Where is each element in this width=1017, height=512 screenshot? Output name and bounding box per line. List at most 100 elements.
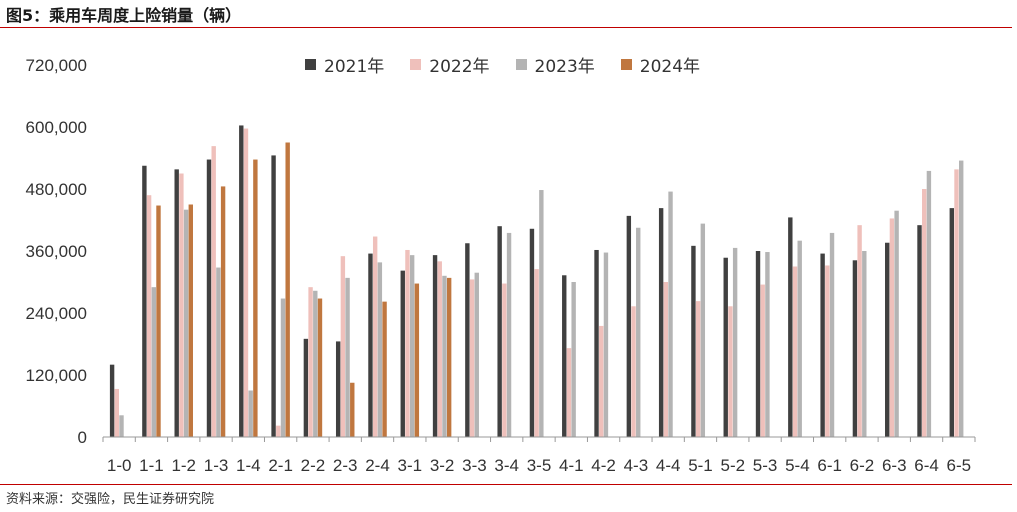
x-tick-label: 1-1 [139, 456, 164, 475]
bar [857, 225, 862, 437]
y-tick-label: 720,000 [26, 56, 87, 75]
bar [414, 283, 420, 437]
bar [959, 160, 964, 437]
bar [280, 298, 286, 437]
bar [469, 279, 475, 437]
y-tick-label: 0 [78, 428, 87, 447]
y-tick-label: 120,000 [26, 366, 87, 385]
x-tick-label: 1-0 [107, 456, 132, 475]
bar [400, 270, 405, 437]
legend-swatch-2022 [410, 59, 422, 70]
x-tick-label: 6-4 [914, 456, 939, 475]
bar [599, 325, 604, 437]
chart-title: 图5：乘用车周度上险销量（辆） [6, 6, 242, 25]
bar [594, 249, 599, 437]
x-tick-label: 6-3 [882, 456, 907, 475]
bar [562, 275, 567, 437]
bar [156, 205, 161, 437]
bar [695, 301, 701, 437]
y-tick-label: 600,000 [26, 118, 87, 137]
bar [571, 282, 576, 437]
bar [465, 243, 470, 437]
bar [792, 266, 798, 437]
x-tick-label: 6-2 [850, 456, 875, 475]
bar [765, 252, 770, 437]
bar [668, 191, 673, 437]
x-tick-label: 1-2 [171, 456, 196, 475]
bar [432, 255, 438, 437]
bar [926, 170, 932, 438]
bar [437, 261, 442, 437]
bar [271, 155, 276, 438]
bar [529, 228, 535, 437]
legend-item-2024: 2024年 [620, 52, 701, 77]
bar [109, 364, 115, 437]
bar [340, 256, 346, 437]
x-tick-label: 3-5 [527, 456, 552, 475]
bar [889, 218, 895, 437]
x-tick-label: 2-2 [301, 456, 326, 475]
x-tick-label: 1-4 [236, 456, 261, 475]
bar [663, 282, 669, 437]
bar [368, 253, 373, 437]
bar [146, 195, 152, 437]
bar [723, 257, 728, 437]
legend-swatch-2021 [305, 59, 316, 70]
bar [732, 247, 738, 437]
x-tick-label: 4-1 [559, 456, 584, 475]
bar [285, 142, 290, 437]
bar [760, 284, 765, 437]
bar [539, 190, 544, 437]
y-tick-label: 480,000 [26, 180, 87, 199]
bar [303, 338, 309, 437]
bar [474, 272, 479, 437]
bar [894, 210, 899, 437]
bar [885, 242, 890, 437]
x-tick-label: 3-4 [494, 456, 519, 475]
bar [174, 169, 179, 437]
x-tick-label: 2-1 [268, 456, 293, 475]
bar [119, 415, 124, 437]
bar [566, 348, 572, 437]
legend-swatch-2024 [620, 59, 632, 70]
bar [248, 390, 253, 437]
bar-chart: 0 120,000 240,000 360,000 480,000 600,000 720,… [26, 56, 976, 475]
legend-label-2024: 2024年 [639, 57, 701, 77]
bar [211, 146, 216, 437]
source-divider [0, 484, 1012, 485]
x-tick-label: 1-3 [204, 456, 229, 475]
bar [497, 226, 502, 437]
x-tick-label: 3-2 [430, 456, 455, 475]
bar [372, 236, 378, 437]
x-tick-label: 5-1 [688, 456, 713, 475]
bar [852, 260, 858, 437]
bar [820, 253, 825, 437]
bar [603, 252, 609, 437]
bar [179, 173, 184, 437]
title-divider [0, 27, 1012, 28]
bar [243, 128, 249, 438]
bar [949, 208, 954, 437]
bar [829, 232, 835, 437]
x-tick-label: 5-4 [785, 456, 810, 475]
bar [502, 283, 507, 437]
bar [446, 277, 452, 437]
bar [114, 388, 119, 437]
bar [216, 267, 221, 437]
x-tick-label: 4-2 [591, 456, 616, 475]
x-tick-label: 4-4 [656, 456, 681, 475]
bar [917, 225, 922, 437]
bar [377, 262, 383, 437]
bar [658, 208, 664, 437]
bar [276, 425, 281, 437]
bar [239, 125, 244, 437]
bar [534, 269, 539, 437]
x-tick-label: 6-5 [947, 456, 972, 475]
legend-item-2021: 2021年 [305, 52, 384, 77]
legend-label-2023: 2023年 [534, 57, 595, 77]
bar [788, 217, 793, 437]
legend-label-2021: 2021年 [324, 57, 385, 77]
legend-item-2023: 2023年 [515, 52, 595, 77]
bar [825, 265, 830, 437]
bar [631, 306, 636, 437]
